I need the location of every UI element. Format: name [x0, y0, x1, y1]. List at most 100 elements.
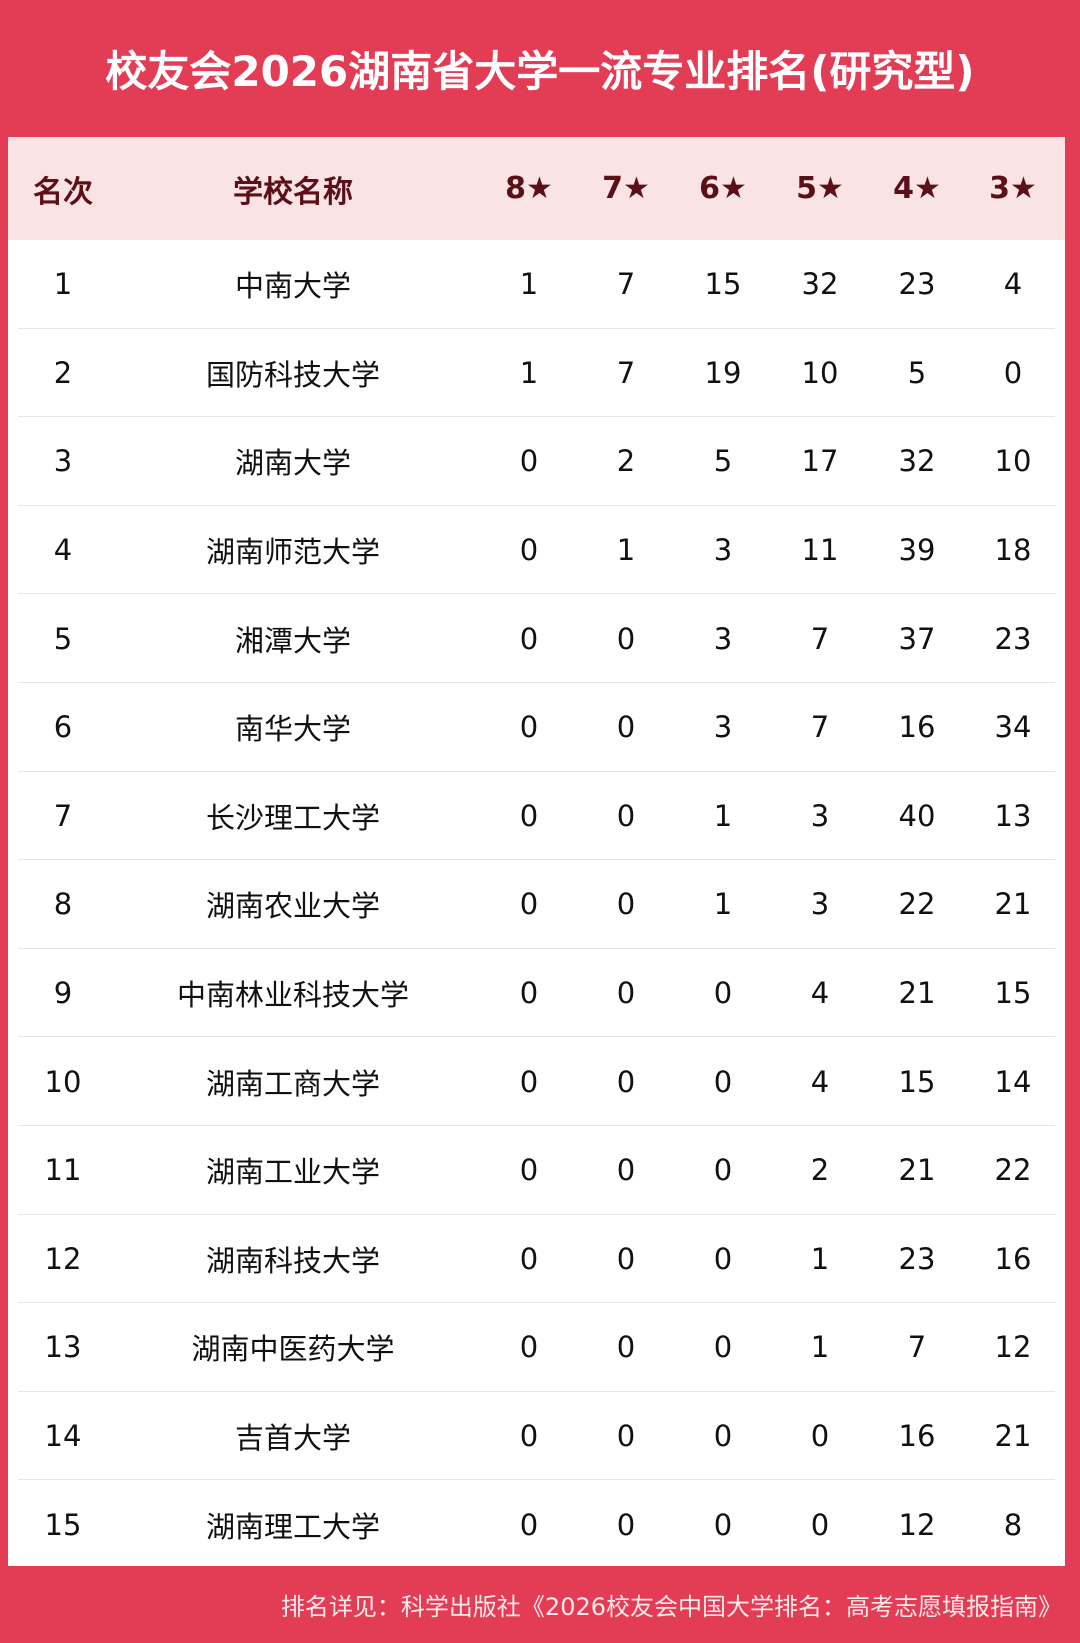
cell-stars-6: 5: [713, 444, 733, 479]
cell-school-name: 湘潭大学: [234, 623, 352, 658]
cell-stars-3: 23: [994, 621, 1032, 656]
cell-school-name: 湖南师范大学: [205, 535, 381, 570]
cell-stars-7: 0: [616, 1330, 636, 1365]
cell-stars-7: 7: [616, 355, 636, 390]
cell-stars-3: 13: [994, 798, 1032, 833]
cell-rank: 9: [53, 976, 73, 1011]
row-divider: [18, 1479, 1055, 1481]
cell-stars-4: 5: [907, 355, 927, 390]
table-row: 14 吉首大学 0 0 0 0 16 21: [8, 1392, 1065, 1481]
table-row: 12 湖南科技大学 0 0 0 1 23 16: [8, 1215, 1065, 1304]
cell-school-name: 吉首大学: [234, 1421, 352, 1456]
cell-stars-4: 15: [898, 1064, 936, 1099]
row-divider: [18, 681, 1055, 683]
row-divider: [18, 947, 1055, 949]
cell-stars-6: 3: [713, 621, 733, 656]
cell-rank: 8: [53, 887, 73, 922]
cell-stars-6: 0: [713, 1153, 733, 1188]
cell-stars-5: 4: [810, 976, 830, 1011]
cell-stars-5: 10: [801, 355, 839, 390]
row-divider: [18, 1302, 1055, 1304]
cell-school-name: 湖南工业大学: [205, 1155, 381, 1190]
cell-stars-8: 0: [519, 710, 539, 745]
ranking-table: 名次 学校名称 8★ 7★ 6★ 5★ 4★ 3★ 1 中南大学 1 7 15 32 23 4 2 国防科技大学…: [8, 137, 1065, 1566]
cell-stars-8: 0: [519, 1419, 539, 1454]
row-divider: [18, 504, 1055, 506]
cell-stars-4: 32: [898, 444, 936, 479]
cell-stars-3: 12: [994, 1330, 1032, 1365]
cell-rank: 12: [44, 1241, 82, 1276]
cell-rank: 14: [44, 1419, 82, 1454]
cell-stars-8: 0: [519, 887, 539, 922]
cell-rank: 5: [53, 621, 73, 656]
cell-stars-5: 1: [810, 1330, 830, 1365]
cell-stars-3: 10: [994, 444, 1032, 479]
cell-stars-4: 40: [898, 798, 936, 833]
cell-stars-7: 2: [616, 444, 636, 479]
table-row: 3 湖南大学 0 2 5 17 32 10: [8, 417, 1065, 506]
cell-stars-7: 0: [616, 621, 636, 656]
table-row: 8 湖南农业大学 0 0 1 3 22 21: [8, 860, 1065, 949]
table-row: 15 湖南理工大学 0 0 0 0 12 8: [8, 1480, 1065, 1569]
cell-rank: 11: [44, 1153, 82, 1188]
cell-school-name: 湖南大学: [234, 446, 352, 481]
cell-stars-4: 21: [898, 1153, 936, 1188]
cell-stars-7: 0: [616, 1064, 636, 1099]
cell-rank: 6: [53, 710, 73, 745]
cell-stars-4: 22: [898, 887, 936, 922]
cell-stars-6: 0: [713, 1064, 733, 1099]
column-header-stars-7: 7★: [602, 171, 650, 206]
cell-stars-8: 0: [519, 621, 539, 656]
table-row: 7 长沙理工大学 0 0 1 3 40 13: [8, 772, 1065, 861]
cell-school-name: 湖南理工大学: [205, 1509, 381, 1544]
cell-stars-8: 0: [519, 1241, 539, 1276]
cell-stars-6: 0: [713, 1507, 733, 1542]
cell-stars-5: 11: [801, 533, 839, 568]
table-row: 4 湖南师范大学 0 1 3 11 39 18: [8, 506, 1065, 595]
table-row: 5 湘潭大学 0 0 3 7 37 23: [8, 594, 1065, 683]
column-header-stars-8: 8★: [505, 171, 553, 206]
cell-stars-8: 0: [519, 976, 539, 1011]
table-row: 1 中南大学 1 7 15 32 23 4: [8, 240, 1065, 329]
column-header-stars-4: 4★: [893, 171, 941, 206]
cell-rank: 13: [44, 1330, 82, 1365]
cell-stars-4: 23: [898, 1241, 936, 1276]
cell-stars-5: 32: [801, 267, 839, 302]
row-divider: [18, 1390, 1055, 1392]
cell-stars-7: 0: [616, 1153, 636, 1188]
cell-stars-3: 22: [994, 1153, 1032, 1188]
cell-stars-3: 15: [994, 976, 1032, 1011]
cell-stars-6: 0: [713, 976, 733, 1011]
column-header-stars-5: 5★: [796, 171, 844, 206]
cell-stars-4: 37: [898, 621, 936, 656]
row-divider: [18, 593, 1055, 595]
cell-stars-7: 0: [616, 798, 636, 833]
cell-stars-8: 1: [519, 355, 539, 390]
cell-stars-7: 0: [616, 710, 636, 745]
row-divider: [18, 1213, 1055, 1215]
cell-stars-7: 1: [616, 533, 636, 568]
row-divider: [18, 327, 1055, 329]
cell-stars-5: 3: [810, 887, 830, 922]
cell-rank: 1: [53, 267, 73, 302]
cell-stars-3: 0: [1003, 355, 1023, 390]
cell-stars-5: 2: [810, 1153, 830, 1188]
cell-school-name: 湖南农业大学: [205, 889, 381, 924]
cell-rank: 10: [44, 1064, 82, 1099]
source-note: 排名详见：科学出版社《2026校友会中国大学排名：高考志愿填报指南》: [280, 1593, 1062, 1621]
cell-stars-6: 1: [713, 798, 733, 833]
cell-rank: 15: [44, 1507, 82, 1542]
cell-stars-5: 1: [810, 1241, 830, 1276]
cell-school-name: 长沙理工大学: [205, 800, 381, 835]
cell-stars-4: 16: [898, 1419, 936, 1454]
column-header-stars-3: 3★: [989, 171, 1037, 206]
cell-rank: 3: [53, 444, 73, 479]
cell-stars-8: 0: [519, 1507, 539, 1542]
cell-stars-6: 3: [713, 710, 733, 745]
cell-rank: 2: [53, 355, 73, 390]
cell-stars-5: 7: [810, 621, 830, 656]
cell-stars-5: 17: [801, 444, 839, 479]
cell-stars-5: 0: [810, 1419, 830, 1454]
cell-stars-3: 21: [994, 887, 1032, 922]
cell-rank: 7: [53, 798, 73, 833]
